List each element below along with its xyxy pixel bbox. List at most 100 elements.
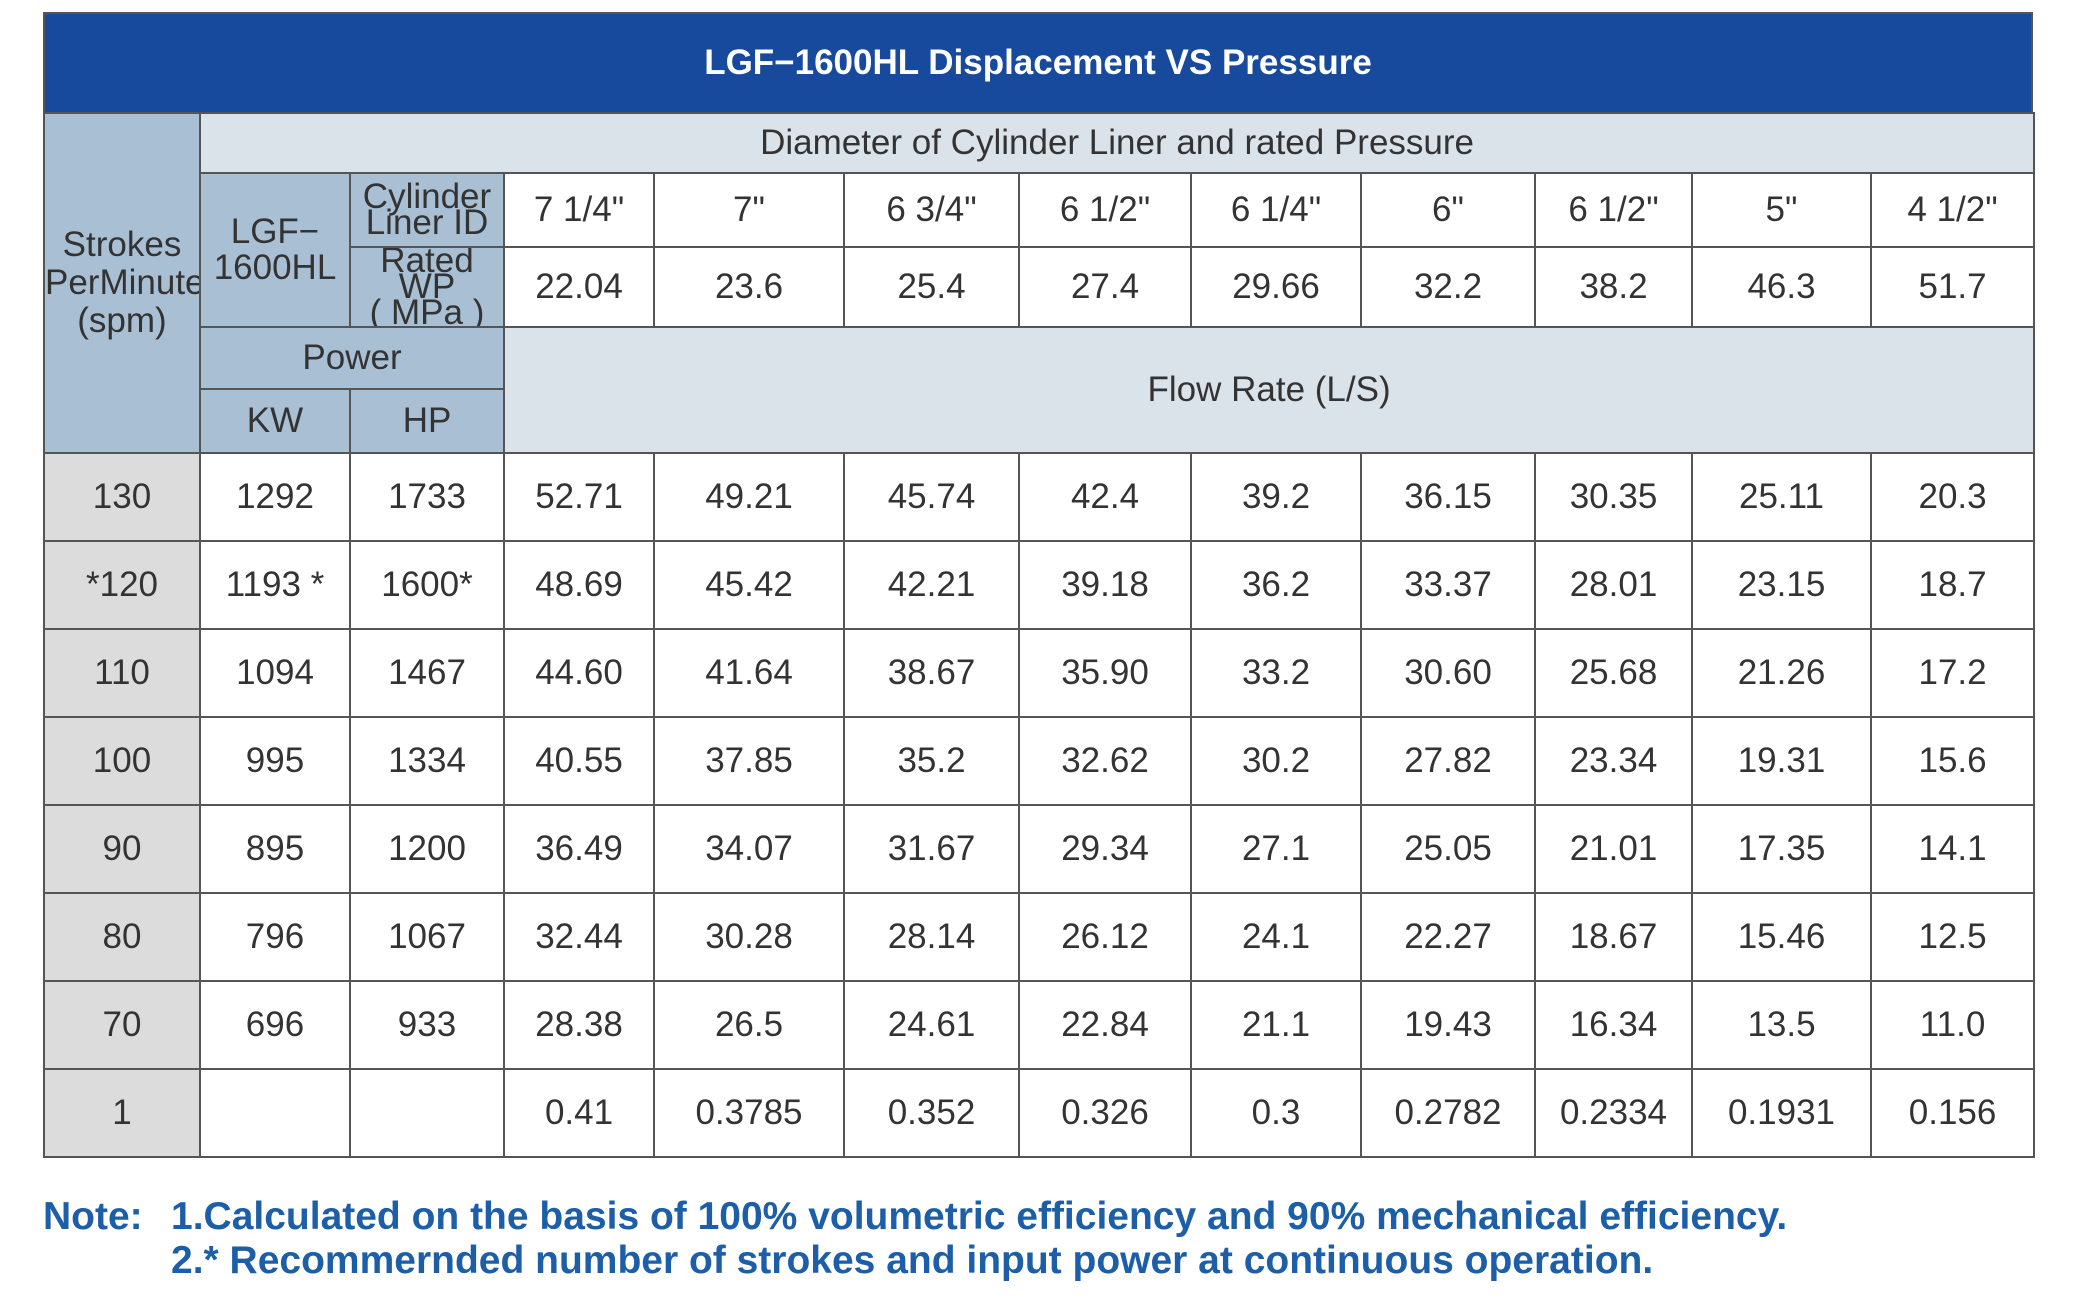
flow-cell: 26.12: [1018, 892, 1192, 982]
flow-cell: 44.60: [503, 628, 655, 718]
spm-cell: 130: [43, 452, 201, 542]
flow-cell: 17.35: [1691, 804, 1872, 894]
flow-cell: 30.28: [653, 892, 845, 982]
flow-cell: 25.68: [1534, 628, 1693, 718]
flow-cell: 32.44: [503, 892, 655, 982]
kw-header: KW: [199, 388, 351, 454]
flow-cell: 39.18: [1018, 540, 1192, 630]
hp-cell: 1067: [349, 892, 505, 982]
flow-cell: 15.46: [1691, 892, 1872, 982]
flow-cell: 38.67: [843, 628, 1020, 718]
flow-cell: 24.61: [843, 980, 1020, 1070]
kw-cell: 995: [199, 716, 351, 806]
flow-cell: 14.1: [1869, 804, 2036, 894]
kw-cell: 895: [199, 804, 351, 894]
flow-cell: 36.15: [1360, 452, 1536, 542]
hp-cell: 1733: [349, 452, 505, 542]
hp-header: HP: [349, 388, 505, 454]
liner-size-cell: 7 1/4": [503, 172, 655, 248]
flow-cell: 19.31: [1691, 716, 1872, 806]
flow-cell: 23.15: [1691, 540, 1872, 630]
spm-cell: 1: [43, 1068, 201, 1158]
flow-cell: 19.43: [1360, 980, 1536, 1070]
flow-cell: 39.2: [1190, 452, 1362, 542]
flow-cell: 36.49: [503, 804, 655, 894]
flow-cell: 33.37: [1360, 540, 1536, 630]
flow-cell: 23.34: [1534, 716, 1693, 806]
note-line-2: 2.* Recommernded number of strokes and i…: [43, 1239, 2033, 1283]
flow-cell: 27.82: [1360, 716, 1536, 806]
rated-wp-line: Rated WP: [380, 247, 474, 306]
flow-cell: 25.11: [1691, 452, 1872, 542]
power-header: Power: [199, 326, 505, 390]
rated-pressure-cell: 32.2: [1360, 246, 1536, 328]
flow-cell: 0.326: [1018, 1068, 1192, 1158]
flow-cell: 26.5: [653, 980, 845, 1070]
model-header-line: 1600HL: [213, 248, 337, 287]
flow-cell: 21.01: [1534, 804, 1693, 894]
note-line-1: Note: 1.Calculated on the basis of 100% …: [43, 1195, 2033, 1239]
table-title: LGF−1600HL Displacement VS Pressure: [43, 12, 2033, 112]
model-header-line: LGF−: [230, 212, 320, 251]
flow-cell: 18.67: [1534, 892, 1693, 982]
flow-cell: 35.2: [843, 716, 1020, 806]
flow-cell: 37.85: [653, 716, 845, 806]
diameter-header: Diameter of Cylinder Liner and rated Pre…: [198, 112, 2036, 174]
liner-size-cell: 6 1/2": [1534, 172, 1693, 248]
flow-cell: 0.352: [843, 1068, 1020, 1158]
spm-header-line: PerMinute: [45, 263, 200, 302]
kw-cell: 1094: [199, 628, 351, 718]
liner-size-cell: 6 1/2": [1018, 172, 1192, 248]
flow-cell: 0.3: [1190, 1068, 1362, 1158]
spm-cell: *120: [43, 540, 201, 630]
rated-pressure-cell: 29.66: [1190, 246, 1362, 328]
table-row: 90 895 1200 36.49 34.07 31.67 29.34 27.1 25.05 21…: [43, 804, 2036, 894]
flow-rate-header: Flow Rate (L/S): [502, 326, 2036, 454]
rated-pressure-cell: 23.6: [653, 246, 845, 328]
model-header: LGF− 1600HL: [199, 172, 351, 328]
liner-id-line: Liner ID: [365, 203, 489, 242]
flow-cell: 35.90: [1018, 628, 1192, 718]
flow-cell: 11.0: [1869, 980, 2036, 1070]
table-row: 80 796 1067 32.44 30.28 28.14 26.12 24.1 22.27 18…: [43, 892, 2036, 982]
flow-cell: 20.3: [1869, 452, 2036, 542]
flow-cell: 45.74: [843, 452, 1020, 542]
rated-pressure-cell: 25.4: [843, 246, 1020, 328]
spm-cell: 90: [43, 804, 201, 894]
flow-cell: 21.1: [1190, 980, 1362, 1070]
flow-cell: 30.35: [1534, 452, 1693, 542]
liner-size-cell: 6": [1360, 172, 1536, 248]
rated-wp-line: ( MPa ): [369, 293, 485, 327]
kw-cell: 1292: [199, 452, 351, 542]
flow-cell: 34.07: [653, 804, 845, 894]
liner-id-header: Cylinder Liner ID: [349, 172, 505, 248]
spm-cell: 80: [43, 892, 201, 982]
hp-cell: 1334: [349, 716, 505, 806]
flow-cell: 16.34: [1534, 980, 1693, 1070]
flow-cell: 30.2: [1190, 716, 1362, 806]
flow-cell: 25.05: [1360, 804, 1536, 894]
flow-cell: 0.2782: [1360, 1068, 1536, 1158]
flow-cell: 22.84: [1018, 980, 1192, 1070]
flow-cell: 0.3785: [653, 1068, 845, 1158]
liner-size-cell: 7": [653, 172, 845, 248]
spm-cell: 100: [43, 716, 201, 806]
flow-cell: 29.34: [1018, 804, 1192, 894]
displacement-table: Strokes PerMinute (spm) Diameter of Cyli…: [43, 112, 2036, 1158]
liner-size-cell: 6 1/4": [1190, 172, 1362, 248]
spm-header: Strokes PerMinute (spm): [43, 112, 201, 454]
rated-wp-header: Rated WP ( MPa ): [349, 246, 505, 328]
flow-cell: 42.21: [843, 540, 1020, 630]
flow-cell: 0.2334: [1534, 1068, 1693, 1158]
hp-cell: 1600*: [349, 540, 505, 630]
flow-cell: 52.71: [503, 452, 655, 542]
flow-cell: 31.67: [843, 804, 1020, 894]
flow-cell: 45.42: [653, 540, 845, 630]
hp-cell: 1200: [349, 804, 505, 894]
note-prefix-spacer: [43, 1239, 171, 1283]
table-row: 70 696 933 28.38 26.5 24.61 22.84 21.1 19.43 16.3…: [43, 980, 2036, 1070]
flow-cell: 40.55: [503, 716, 655, 806]
flow-cell: 17.2: [1869, 628, 2036, 718]
table-row: 110 1094 1467 44.60 41.64 38.67 35.90 33.2 30.60…: [43, 628, 2036, 718]
flow-cell: 21.26: [1691, 628, 1872, 718]
